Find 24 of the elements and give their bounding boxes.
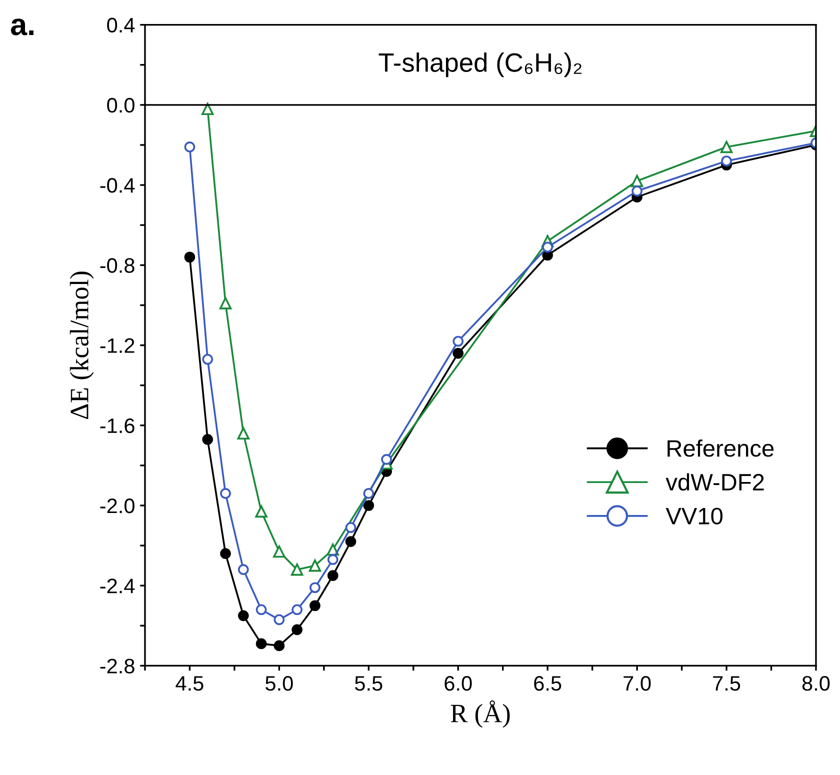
text: 7.0 (624, 676, 651, 691)
y-tick-label: 0.4 (107, 18, 135, 33)
legend-label: vdW-DF2 (666, 473, 764, 491)
text: 5.0 (266, 676, 293, 691)
x-tick-label: 4.5 (176, 676, 204, 691)
x-axis-title: R (Å) (450, 700, 510, 728)
y-axis-title: ΔE (kcal/mol) (70, 272, 94, 420)
y-tick-label: -2.4 (100, 578, 135, 594)
y-tick-label: -0.4 (100, 178, 135, 193)
text: a. (10, 18, 34, 36)
y-tick-label: -1.6 (100, 418, 134, 434)
x-tick-label: 7.5 (713, 676, 740, 691)
x-tick-label: 5.5 (355, 676, 382, 691)
y-tick-label: -1.2 (100, 338, 134, 353)
y-tick-label: -2.8 (100, 658, 134, 674)
legend-label: Reference (668, 439, 774, 457)
legend-label: VV10 (666, 508, 723, 524)
x-tick-label: 6.5 (534, 676, 562, 691)
y-tick-label: -0.8 (100, 258, 134, 273)
text: 8.0 (802, 676, 830, 691)
y-tick-label: -2.0 (100, 498, 134, 514)
y-tick-label: 0.0 (107, 98, 134, 113)
text: T-shaped (C₆H₆)₂ (378, 52, 582, 78)
text: 6.0 (444, 676, 472, 691)
